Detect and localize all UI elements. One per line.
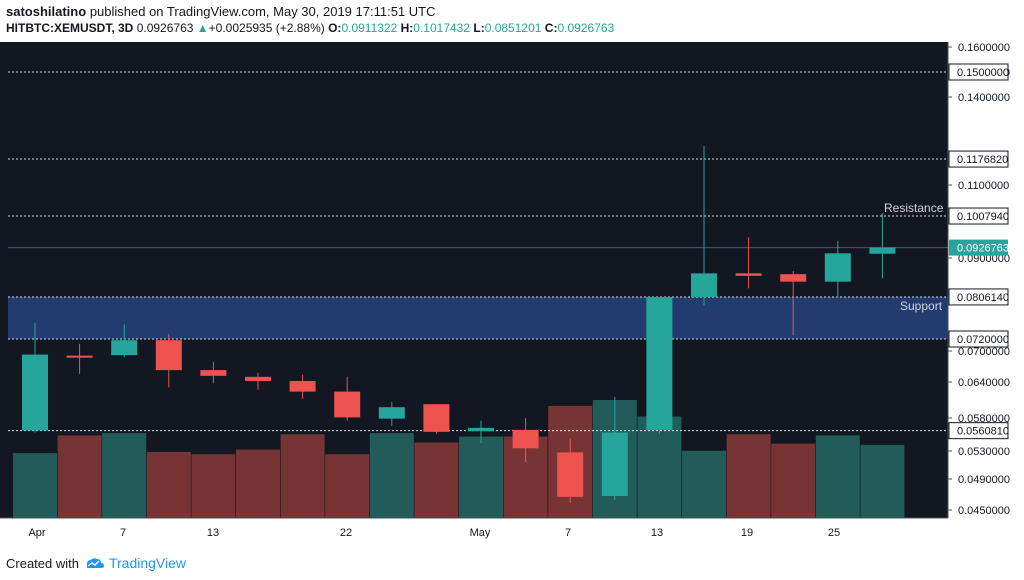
y-tick-label: 0.1100000 (958, 180, 1009, 192)
volume-bar (236, 449, 280, 518)
candle-body (512, 429, 539, 449)
high-label: H: (400, 21, 414, 35)
y-tick-label: 0.0490000 (958, 474, 1010, 486)
level-label: 0.1500000 (957, 67, 1009, 79)
candle-body (691, 273, 717, 297)
close-value: 0.0926763 (557, 21, 615, 35)
candle-body (334, 391, 361, 418)
candle-body (289, 380, 316, 392)
level-label: 0.0720000 (957, 334, 1009, 346)
author-name[interactable]: satoshilatino (6, 4, 87, 19)
volume-bar (369, 433, 414, 518)
candle-body (735, 273, 762, 276)
candle-body (824, 253, 851, 282)
y-tick-label: 0.0640000 (958, 377, 1010, 389)
x-tick-label: Apr (28, 527, 45, 539)
change-arrow-icon: ▲ (196, 21, 209, 35)
candle-body (378, 407, 405, 419)
support-annotation: Support (900, 299, 943, 313)
open-value: 0.0911322 (341, 21, 398, 35)
x-tick-label: 13 (207, 527, 219, 539)
candle-body (111, 340, 138, 356)
tradingview-brand[interactable]: TradingView (108, 555, 187, 571)
candle-body (22, 354, 48, 431)
volume-bar (191, 454, 236, 518)
resistance-annotation: Resistance (884, 201, 944, 215)
volume-bar (414, 442, 459, 518)
level-label-box (948, 288, 1009, 306)
volume-bar (325, 454, 370, 518)
published-text: published on TradingView.com, May 30, 20… (89, 4, 436, 19)
level-label: 0.1007940 (957, 211, 1009, 223)
price-change: +0.0025935 (+2.88%) (208, 21, 325, 35)
level-label: 0.1176820 (957, 154, 1008, 166)
candle-body (646, 297, 673, 430)
candle-body (601, 432, 628, 497)
candle-body (557, 452, 584, 497)
created-with-text: Created with (6, 555, 79, 571)
tradingview-cloud-icon (86, 558, 104, 568)
volume-bar (459, 436, 503, 518)
low-label: L: (473, 21, 485, 35)
x-tick-label: 7 (565, 527, 571, 539)
level-label-box (948, 330, 1009, 348)
candle-body (200, 370, 227, 376)
candle-body (780, 274, 807, 282)
volume-bar (57, 435, 102, 518)
axis-corner (948, 518, 1008, 543)
last-price: 0.0926763 (136, 21, 194, 35)
high-value: 0.1017432 (413, 21, 471, 35)
x-tick-label: May (470, 527, 491, 539)
time-axis-panel (0, 518, 948, 543)
volume-bar (280, 434, 325, 518)
y-tick-label: 0.0530000 (958, 446, 1010, 458)
support-zone (8, 296, 948, 339)
level-label-box (948, 422, 1009, 440)
volume-bar (771, 443, 816, 518)
level-label: 0.0806140 (957, 292, 1009, 304)
volume-bar (146, 451, 191, 518)
y-tick-label: 0.0450000 (958, 505, 1010, 517)
symbol-label[interactable]: HITBTC:XEMUSDT, 3D (6, 21, 134, 35)
candle-body (869, 247, 896, 254)
volume-bar (815, 435, 860, 518)
x-tick-label: 7 (120, 527, 126, 539)
open-label: O: (328, 21, 342, 35)
chart-publisher-line: satoshilatino published on TradingView.c… (6, 4, 436, 19)
candle-body (155, 340, 182, 371)
y-tick-label: 0.1600000 (958, 42, 1010, 54)
level-label-box (948, 63, 1009, 81)
x-tick-label: 25 (828, 527, 840, 539)
candle-body (66, 355, 93, 358)
volume-bar (726, 434, 771, 518)
volume-bar (102, 433, 147, 518)
x-tick-label: 13 (651, 527, 663, 539)
close-label: C: (544, 21, 558, 35)
level-label: 0.0560810 (957, 426, 1009, 438)
current-price-label: 0.0926763 (957, 243, 1009, 255)
low-value: 0.0851201 (484, 21, 542, 35)
candle-body (468, 427, 494, 432)
footer: Created with TradingView (6, 555, 186, 571)
volume-bar (13, 453, 57, 518)
candle-body (245, 376, 271, 381)
volume-bar (682, 450, 726, 518)
candle-body (423, 404, 450, 432)
current-price-label-box (949, 239, 1008, 256)
volume-bar (860, 444, 905, 518)
y-tick-label: 0.0700000 (958, 346, 1010, 358)
y-tick-label: 0.1400000 (958, 92, 1010, 104)
y-tick-label: 0.0900000 (958, 253, 1010, 265)
x-tick-label: 22 (340, 527, 352, 539)
x-tick-label: 19 (741, 527, 753, 539)
level-label-box (948, 207, 1009, 225)
level-label-box (948, 150, 1009, 168)
ohlc-legend: HITBTC:XEMUSDT, 3D 0.0926763 ▲+0.0025935… (6, 21, 614, 35)
y-tick-label: 0.0580000 (958, 413, 1010, 425)
